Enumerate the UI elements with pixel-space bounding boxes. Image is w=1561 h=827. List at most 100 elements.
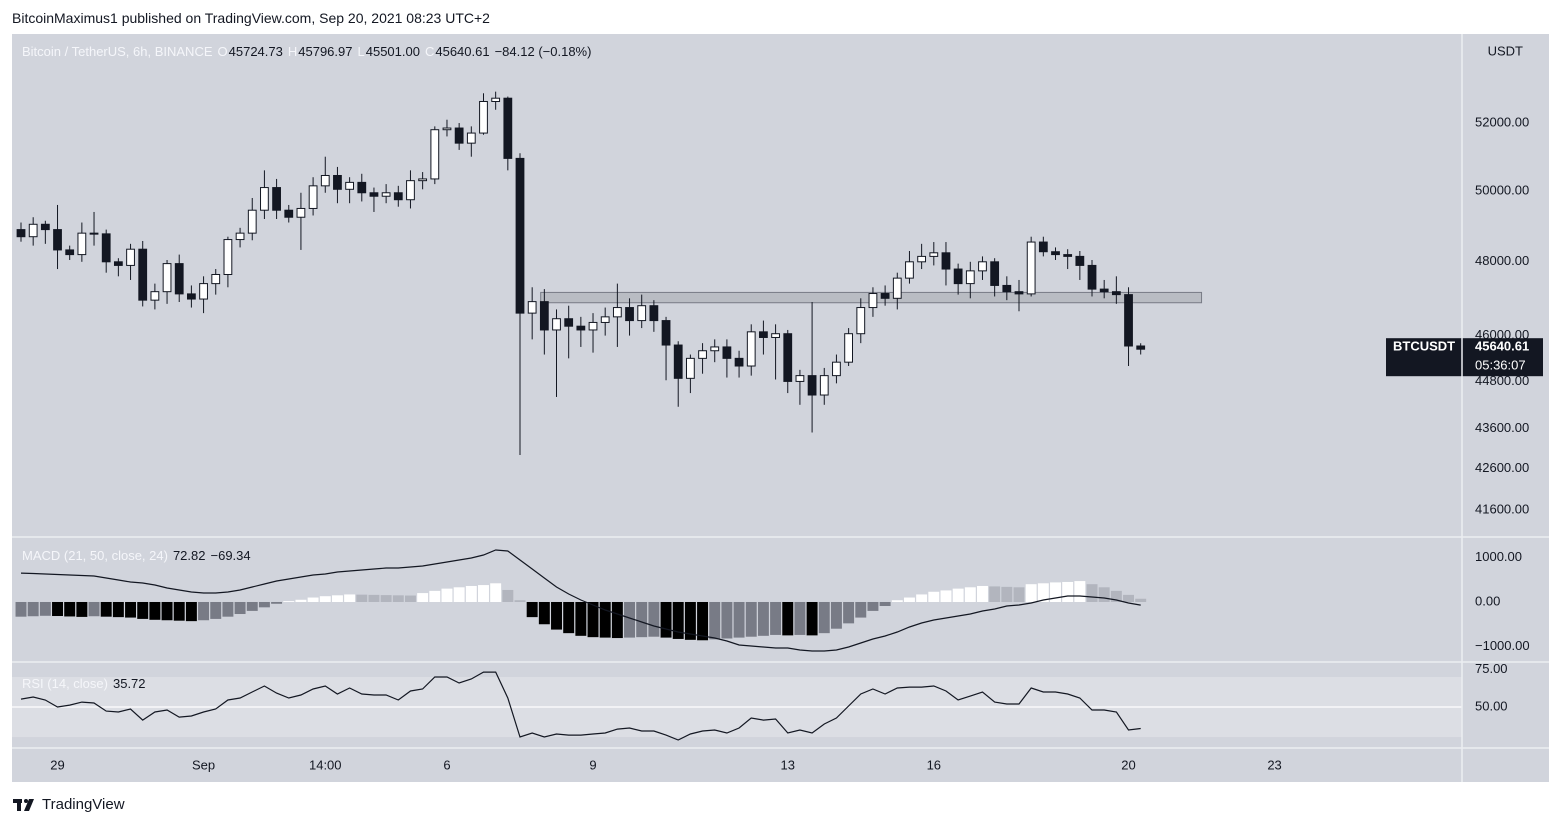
- histogram-bar: [258, 601, 270, 608]
- candle-body: [1075, 255, 1085, 266]
- candle-body: [16, 229, 26, 238]
- candle-body: [807, 375, 817, 396]
- candle-body: [418, 178, 428, 182]
- histogram-bar: [575, 601, 587, 636]
- legend-key: H: [287, 44, 298, 59]
- candle-body: [479, 100, 488, 134]
- histogram-bar: [977, 585, 988, 602]
- candle-body: [783, 333, 793, 382]
- y-tick-label: 41600.00: [1475, 501, 1529, 516]
- candle-body: [162, 263, 172, 293]
- candle-body: [65, 249, 75, 256]
- candle-body: [1038, 241, 1048, 253]
- histogram-bar: [125, 601, 137, 618]
- candle-body: [393, 192, 403, 201]
- histogram-bar: [88, 601, 100, 617]
- histogram-bar: [185, 601, 197, 622]
- legend-change: −84.12 (−0.18%): [494, 44, 592, 59]
- candle-body: [406, 180, 415, 201]
- candle-body: [357, 181, 367, 194]
- histogram-bar: [903, 597, 915, 602]
- histogram-bar: [745, 601, 757, 637]
- y-tick-label: 50.00: [1475, 698, 1508, 713]
- candle-body: [661, 320, 671, 346]
- candle-body: [734, 357, 744, 367]
- candle-body: [491, 97, 501, 102]
- y-tick-label: 50000.00: [1475, 182, 1529, 197]
- candle-body: [612, 307, 622, 318]
- histogram-bar: [198, 601, 210, 621]
- x-tick-label: 29: [50, 757, 64, 772]
- candle-body: [1051, 251, 1060, 256]
- candle-body: [685, 357, 695, 379]
- candle-body: [917, 255, 927, 263]
- histogram-bar: [855, 601, 867, 618]
- y-tick-label: 75.00: [1475, 661, 1508, 676]
- histogram-bar: [356, 594, 368, 602]
- histogram-bar: [234, 601, 246, 615]
- candle-body: [1111, 291, 1121, 296]
- histogram-bar: [879, 601, 891, 606]
- histogram-bar: [331, 595, 343, 602]
- legend-row: RSI (14, close) 35.72: [22, 676, 151, 691]
- candle-body: [990, 261, 1000, 286]
- candle-body: [965, 270, 975, 285]
- histogram-bar: [1013, 587, 1025, 602]
- histogram-bar: [283, 601, 295, 602]
- y-tick-label: 42600.00: [1475, 460, 1529, 475]
- candle-body: [454, 127, 464, 144]
- legend-key: C: [424, 44, 435, 59]
- histogram-bar: [952, 588, 964, 602]
- histogram-bar: [478, 585, 489, 602]
- legend-title: RSI (14, close): [22, 676, 108, 691]
- y-tick-label: 1000.00: [1475, 549, 1522, 564]
- candle-body: [369, 192, 379, 197]
- histogram-bar: [271, 601, 283, 604]
- x-tick-label: 6: [443, 757, 450, 772]
- legend-value: 72.82: [172, 548, 206, 563]
- candle-body: [1063, 254, 1073, 257]
- candle-body: [722, 346, 732, 359]
- legend-value: −69.34: [210, 548, 251, 563]
- candle-body: [223, 239, 233, 275]
- candle-body: [28, 223, 38, 238]
- candle-body: [113, 261, 123, 266]
- candle-body: [247, 209, 257, 234]
- candle-body: [1124, 294, 1133, 347]
- candle-body: [673, 344, 683, 379]
- histogram-bar: [721, 601, 733, 639]
- histogram-bar: [697, 601, 709, 641]
- histogram-bar: [222, 601, 234, 617]
- chart-layer: 52000.0050000.0048000.0046000.0044800.00…: [12, 43, 1543, 772]
- candle-body: [710, 346, 720, 352]
- histogram-bar: [770, 601, 782, 635]
- legend-row: Bitcoin / TetherUS, 6h, BINANCE O45724.73…: [22, 44, 596, 59]
- histogram-bar: [1135, 598, 1147, 602]
- histogram-bar: [684, 601, 696, 640]
- candle-body: [746, 331, 756, 367]
- histogram-bar: [806, 601, 818, 636]
- histogram-bar: [624, 601, 636, 638]
- candle-body: [539, 301, 549, 331]
- histogram-bar: [964, 587, 976, 602]
- x-tick-label: 13: [781, 757, 795, 772]
- histogram-bar: [757, 601, 769, 636]
- y-tick-label: 52000.00: [1475, 114, 1529, 129]
- candle-body: [771, 333, 780, 338]
- histogram-bar: [599, 601, 611, 638]
- logo: [13, 799, 34, 811]
- histogram-bar: [429, 590, 441, 602]
- legend-value: 45640.61: [435, 44, 490, 59]
- x-tick-label: 23: [1267, 757, 1281, 772]
- candle-body: [77, 232, 87, 256]
- candle-body: [442, 127, 452, 131]
- histogram-bar: [660, 601, 672, 638]
- histogram-bar: [417, 593, 429, 602]
- legend-value: 45796.97: [298, 44, 353, 59]
- price-unit: USDT: [1488, 43, 1523, 58]
- candle-body: [588, 321, 598, 331]
- histogram-bar: [465, 585, 477, 602]
- x-tick-label: 14:00: [309, 757, 342, 772]
- x-tick-label: Sep: [192, 757, 215, 772]
- candle-body: [174, 263, 184, 295]
